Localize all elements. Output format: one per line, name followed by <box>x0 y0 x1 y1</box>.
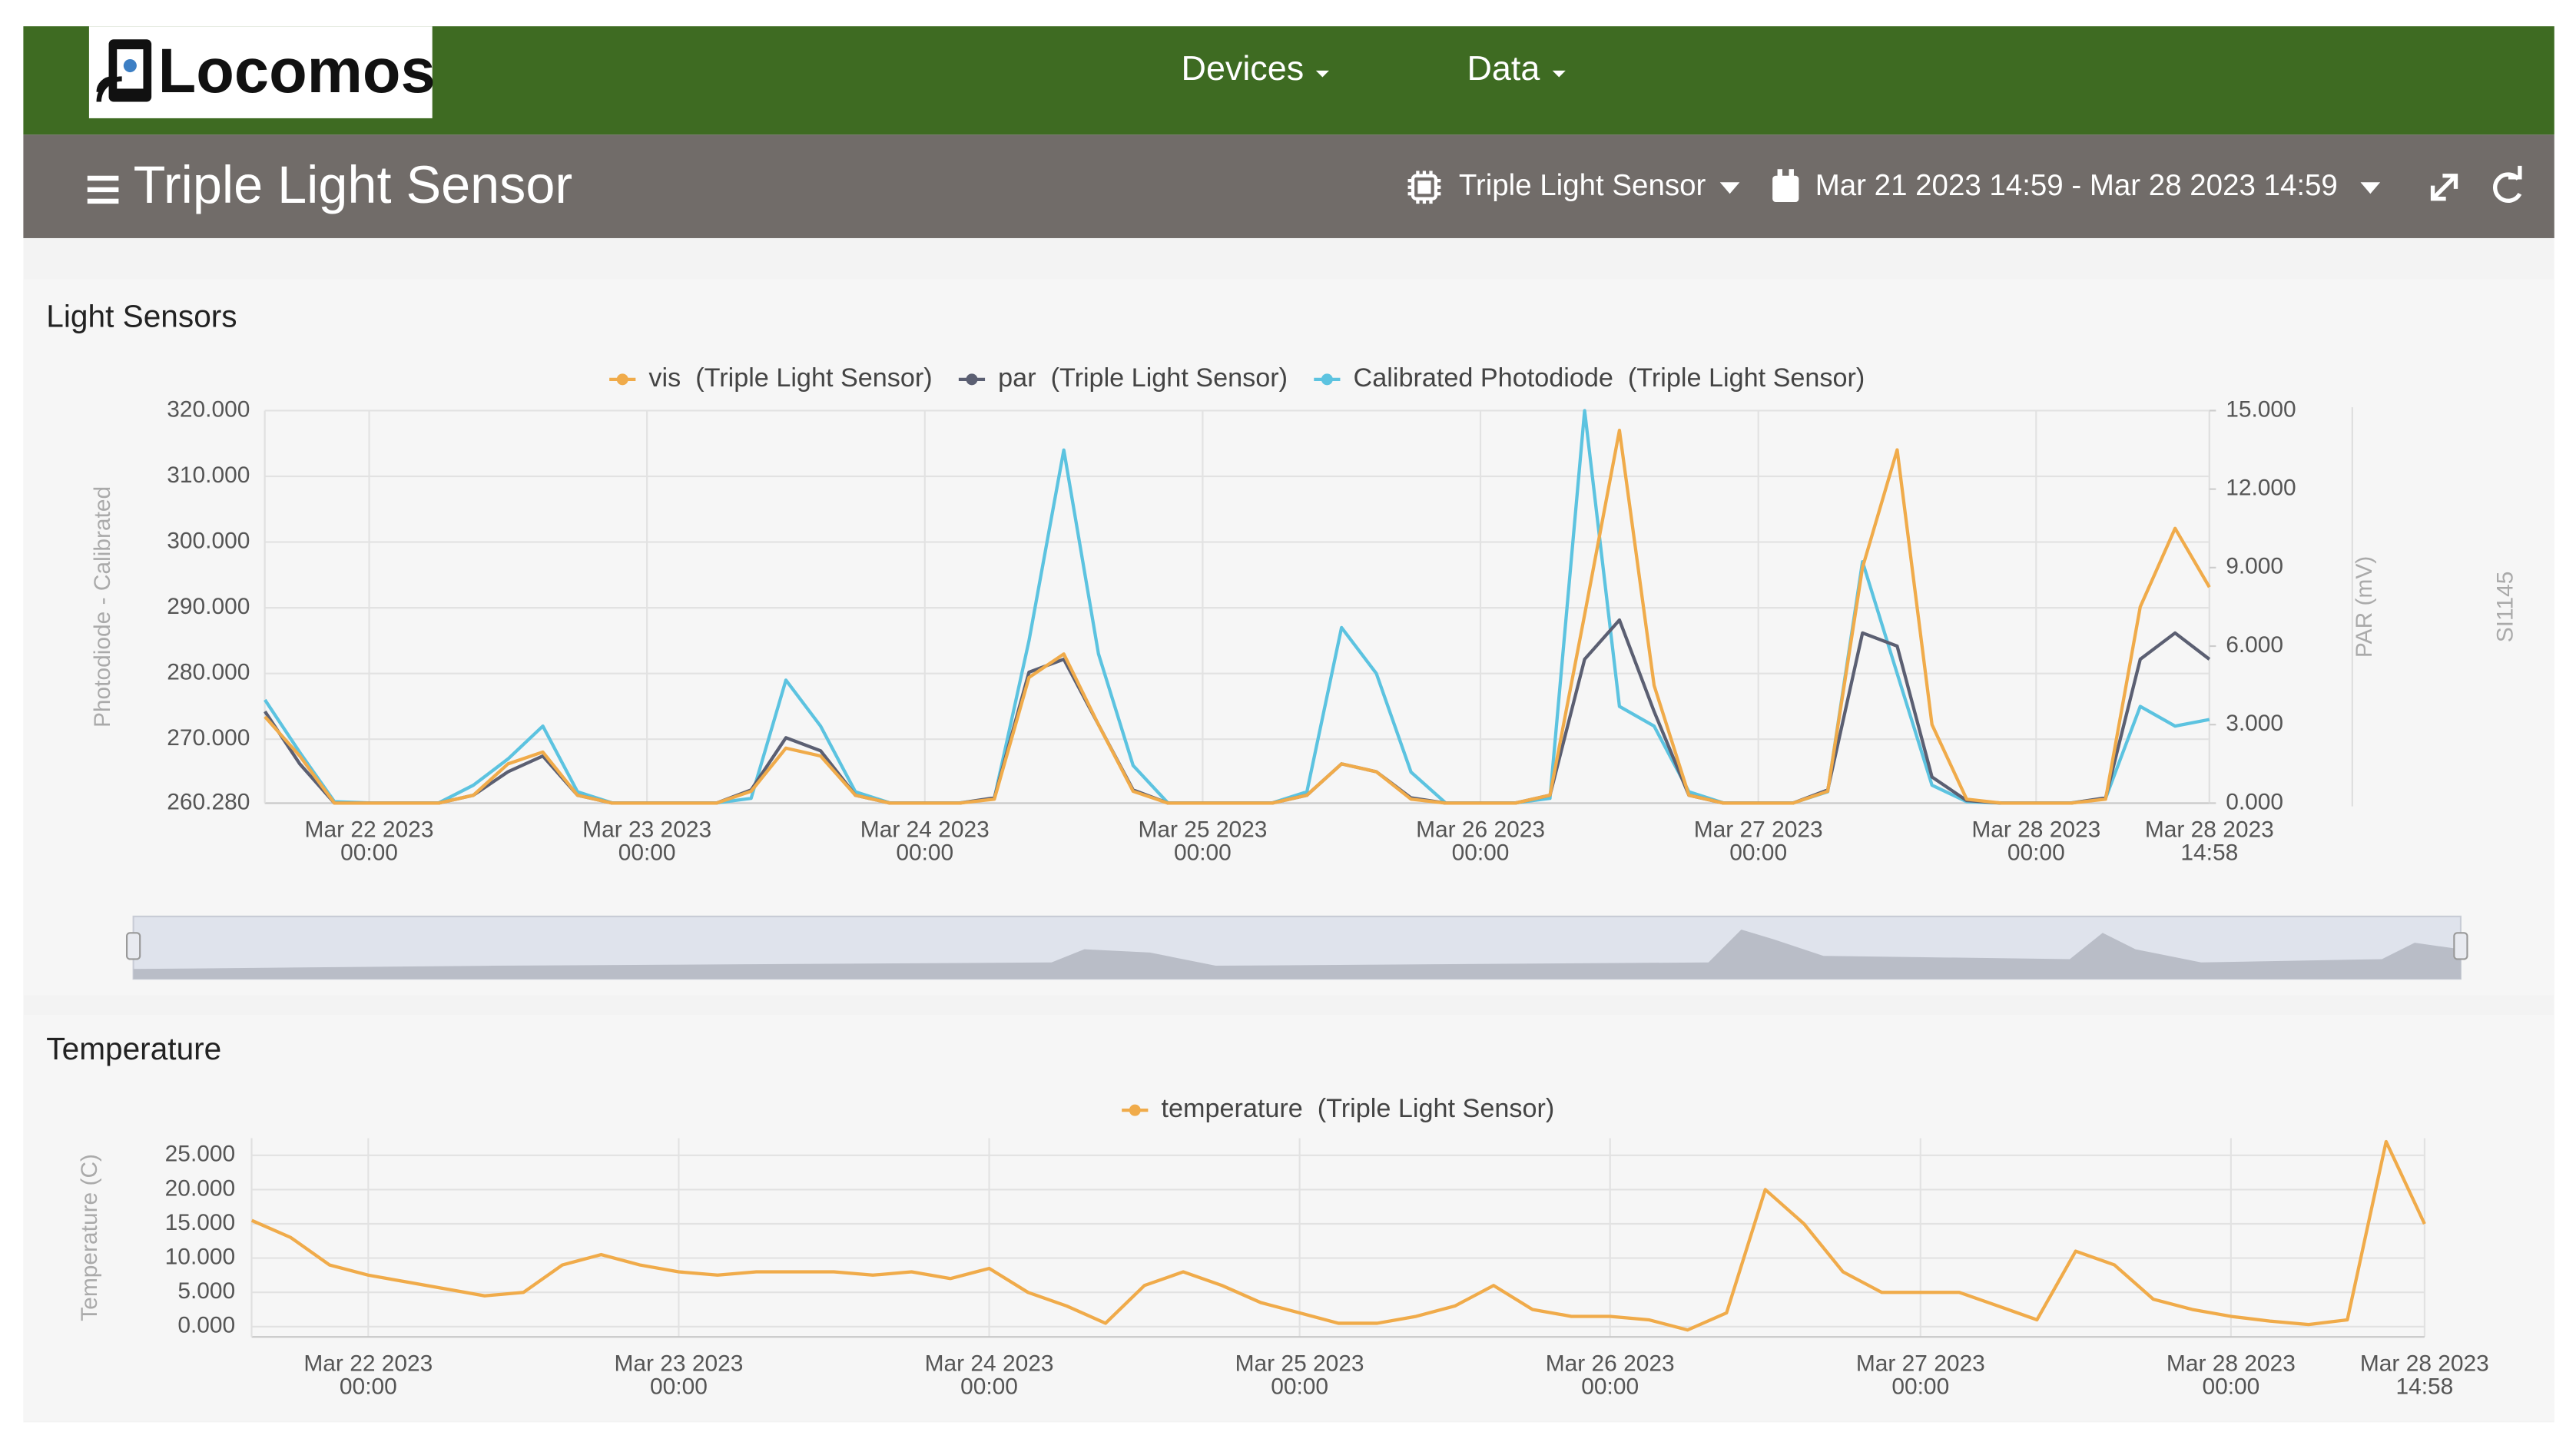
x-tick-label: Mar 28 2023 <box>1971 817 2100 843</box>
y-tick-label: 270.000 <box>167 725 250 751</box>
legend-label: Calibrated Photodiode (Triple Light Sens… <box>1354 363 1865 393</box>
x-tick-label: Mar 27 2023 <box>1694 817 1823 843</box>
nav-data[interactable]: Data <box>1467 48 1540 88</box>
x-tick-label: 00:00 <box>1452 840 1510 866</box>
logo-text: Locomos <box>158 36 436 106</box>
legend-item[interactable]: vis (Triple Light Sensor) <box>609 363 933 393</box>
x-tick-label: 00:00 <box>960 1374 1018 1399</box>
caret <box>1315 70 1329 78</box>
x-tick-label: Mar 22 2023 <box>305 817 434 843</box>
x-tick-label: 00:00 <box>1891 1374 1949 1399</box>
y-axis-title: Photodiode - Calibrated <box>90 486 115 728</box>
x-tick-label: 00:00 <box>340 840 398 866</box>
y-axis-title: Temperature (C) <box>77 1154 102 1321</box>
x-tick-label: Mar 28 2023 <box>2360 1351 2489 1376</box>
legend-marker <box>616 373 628 386</box>
y2-tick-label: 12.000 <box>2226 476 2296 501</box>
navbar <box>23 26 2554 135</box>
x-tick-label: 00:00 <box>340 1374 397 1399</box>
x-tick-label: Mar 25 2023 <box>1235 1351 1364 1376</box>
x-tick-label: 00:00 <box>2202 1374 2259 1399</box>
y-tick-label: 10.000 <box>165 1245 235 1270</box>
x-tick-label: Mar 24 2023 <box>860 817 990 843</box>
page-title: Triple Light Sensor <box>134 156 573 214</box>
y2-tick-label: 15.000 <box>2226 396 2296 422</box>
panel <box>23 1015 2554 1421</box>
y3-axis-title: SI1145 <box>2493 572 2518 643</box>
x-tick-label: Mar 26 2023 <box>1546 1351 1675 1376</box>
caret <box>1552 70 1566 78</box>
x-tick-label: 00:00 <box>896 840 953 866</box>
legend-item[interactable]: par (Triple Light Sensor) <box>958 363 1288 393</box>
logo-icon <box>96 39 152 102</box>
legend-item[interactable]: Calibrated Photodiode (Triple Light Sens… <box>1314 363 1865 393</box>
x-tick-label: 00:00 <box>1581 1374 1639 1399</box>
x-tick-label: Mar 23 2023 <box>614 1351 743 1376</box>
y2-tick-label: 9.000 <box>2226 554 2283 579</box>
x-tick-label: Mar 27 2023 <box>1856 1351 1985 1376</box>
chip-icon <box>1407 171 1441 204</box>
y-tick-label: 20.000 <box>165 1175 235 1201</box>
navigator[interactable] <box>125 915 2468 980</box>
x-tick-label: 00:00 <box>1174 840 1232 866</box>
y2-tick-label: 3.000 <box>2226 711 2283 736</box>
series-line <box>264 428 2211 805</box>
legend: temperature (Triple Light Sensor) <box>1122 1094 1554 1123</box>
expand-icon[interactable] <box>2430 174 2458 201</box>
legend-item[interactable]: temperature (Triple Light Sensor) <box>1122 1094 1554 1123</box>
y-tick-label: 25.000 <box>165 1142 235 1167</box>
y2-tick-label: 6.000 <box>2226 632 2283 658</box>
x-tick-label: 14:58 <box>2395 1374 2453 1399</box>
panel <box>23 279 2554 996</box>
refresh-icon[interactable] <box>2493 165 2522 203</box>
caret <box>2360 182 2381 194</box>
y-tick-label: 290.000 <box>167 594 250 619</box>
x-tick-label: Mar 23 2023 <box>582 817 711 843</box>
legend-marker <box>966 373 978 386</box>
toolbar <box>23 134 2554 238</box>
y-tick-label: 260.280 <box>167 789 250 814</box>
y-tick-label: 310.000 <box>167 462 250 488</box>
x-tick-label: 00:00 <box>1271 1374 1328 1399</box>
x-tick-label: Mar 28 2023 <box>2167 1351 2296 1376</box>
legend: vis (Triple Light Sensor) par (Triple Lig… <box>609 363 1865 393</box>
x-tick-label: 00:00 <box>1729 840 1787 866</box>
x-tick-label: 00:00 <box>618 840 676 866</box>
y-tick-label: 280.000 <box>167 660 250 685</box>
menu-icon[interactable] <box>87 175 119 204</box>
y-tick-label: 5.000 <box>177 1278 235 1304</box>
legend-label: vis (Triple Light Sensor) <box>648 363 932 393</box>
legend-marker <box>1129 1104 1141 1116</box>
x-tick-label: 14:58 <box>2180 840 2238 866</box>
device-select[interactable]: Triple Light Sensor <box>1459 169 1706 202</box>
x-tick-label: 00:00 <box>650 1374 708 1399</box>
panel-title: Temperature <box>46 1031 221 1066</box>
legend-marker <box>1321 373 1333 386</box>
y2-tick-label: 0.000 <box>2226 789 2283 814</box>
x-tick-label: Mar 28 2023 <box>2145 817 2274 843</box>
x-tick-label: Mar 24 2023 <box>925 1351 1054 1376</box>
calendar-icon <box>1772 169 1799 202</box>
x-tick-label: 00:00 <box>2007 840 2065 866</box>
y-tick-label: 300.000 <box>167 528 250 553</box>
legend-label: par (Triple Light Sensor) <box>998 363 1288 393</box>
x-tick-label: Mar 25 2023 <box>1138 817 1267 843</box>
series-line <box>250 1139 2426 1332</box>
nav-devices[interactable]: Devices <box>1182 48 1305 88</box>
caret <box>1719 182 1740 194</box>
date-range[interactable]: Mar 21 2023 14:59 - Mar 28 2023 14:59 <box>1815 169 2338 202</box>
y-tick-label: 320.000 <box>167 396 250 422</box>
y-tick-label: 15.000 <box>165 1210 235 1235</box>
y2-axis-title: PAR (mV) <box>2352 556 2377 658</box>
y-tick-label: 0.000 <box>177 1313 235 1338</box>
x-tick-label: Mar 22 2023 <box>303 1351 433 1376</box>
x-tick-label: Mar 26 2023 <box>1416 817 1545 843</box>
panel-title: Light Sensors <box>46 298 237 333</box>
legend-label: temperature (Triple Light Sensor) <box>1161 1094 1554 1123</box>
